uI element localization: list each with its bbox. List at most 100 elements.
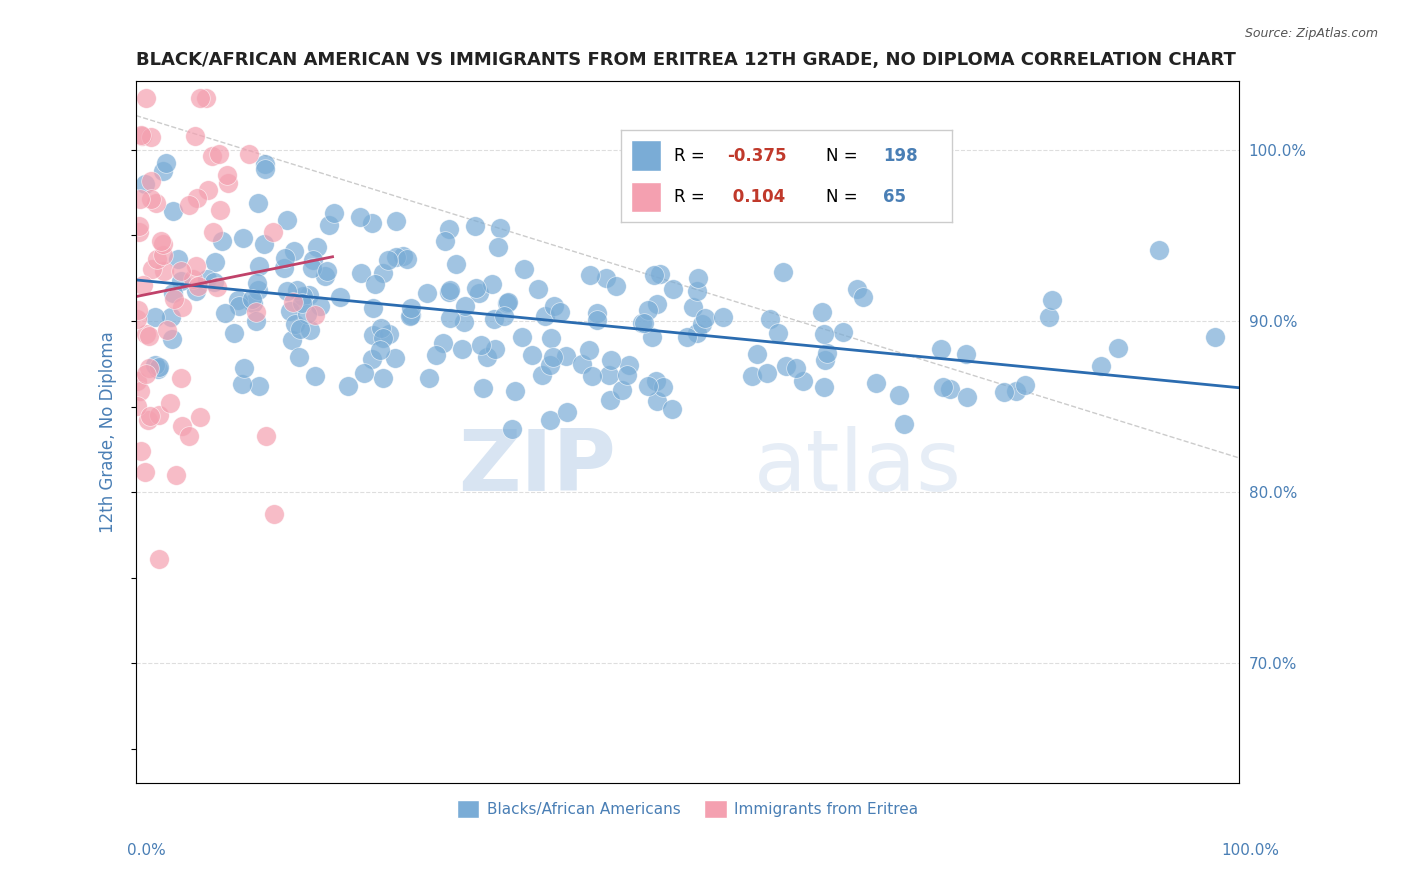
Point bbox=[571, 357, 593, 371]
Point bbox=[637, 303, 659, 318]
Point bbox=[128, 219, 150, 233]
Point bbox=[292, 289, 315, 303]
Point bbox=[1107, 341, 1129, 355]
Point bbox=[484, 342, 506, 356]
Point bbox=[444, 257, 467, 271]
Point bbox=[418, 371, 440, 385]
Point bbox=[1004, 384, 1026, 398]
Point bbox=[160, 332, 183, 346]
Point bbox=[186, 191, 208, 205]
Point bbox=[586, 306, 609, 320]
Point bbox=[399, 308, 422, 322]
Point bbox=[160, 310, 183, 324]
Point bbox=[482, 311, 505, 326]
Point bbox=[686, 284, 709, 298]
Point bbox=[159, 395, 181, 409]
Point bbox=[285, 283, 308, 297]
Point bbox=[865, 376, 887, 391]
Point bbox=[439, 310, 461, 325]
Point bbox=[481, 277, 503, 291]
Point bbox=[135, 326, 157, 341]
Point bbox=[143, 358, 166, 372]
Point bbox=[280, 333, 302, 347]
Point bbox=[322, 206, 344, 220]
Point bbox=[384, 351, 406, 366]
Point bbox=[128, 192, 150, 206]
Legend: Blacks/African Americans, Immigrants from Eritrea: Blacks/African Americans, Immigrants fro… bbox=[450, 794, 925, 824]
Point bbox=[550, 304, 572, 318]
Point bbox=[245, 314, 267, 328]
Point bbox=[813, 380, 835, 394]
Point bbox=[450, 342, 472, 356]
Point bbox=[501, 422, 523, 436]
Text: ZIP: ZIP bbox=[458, 425, 616, 508]
Point bbox=[224, 326, 246, 341]
Point bbox=[540, 331, 562, 345]
Point bbox=[143, 310, 166, 324]
Point bbox=[253, 161, 276, 176]
Point bbox=[662, 282, 685, 296]
Point bbox=[134, 178, 156, 192]
Point bbox=[993, 385, 1015, 400]
Point bbox=[475, 350, 498, 364]
Point bbox=[693, 310, 716, 325]
Point bbox=[247, 379, 270, 393]
Point bbox=[246, 276, 269, 290]
Point bbox=[434, 234, 457, 248]
Point bbox=[586, 313, 609, 327]
Point bbox=[254, 156, 277, 170]
Y-axis label: 12th Grade, No Diploma: 12th Grade, No Diploma bbox=[100, 331, 117, 533]
Point bbox=[755, 366, 778, 380]
Point bbox=[242, 295, 264, 310]
Point bbox=[263, 508, 285, 522]
Point bbox=[534, 309, 557, 323]
Point bbox=[276, 212, 298, 227]
Point bbox=[276, 284, 298, 298]
Point bbox=[146, 362, 169, 376]
Point bbox=[503, 384, 526, 399]
Point bbox=[284, 317, 307, 331]
Point bbox=[238, 146, 260, 161]
Point bbox=[208, 147, 231, 161]
Point bbox=[153, 263, 176, 277]
Point bbox=[1147, 244, 1170, 258]
Text: 100.0%: 100.0% bbox=[1222, 843, 1279, 858]
Point bbox=[453, 299, 475, 313]
Point bbox=[302, 253, 325, 268]
Point bbox=[512, 330, 534, 344]
Text: Source: ZipAtlas.com: Source: ZipAtlas.com bbox=[1244, 27, 1378, 40]
Point bbox=[170, 419, 193, 434]
Point bbox=[295, 307, 318, 321]
Point bbox=[298, 288, 321, 302]
Point bbox=[437, 285, 460, 300]
Point bbox=[152, 236, 174, 251]
Point bbox=[247, 259, 270, 273]
Point bbox=[492, 309, 515, 323]
Point bbox=[766, 326, 789, 340]
Point bbox=[686, 326, 709, 340]
Point bbox=[231, 376, 253, 391]
Point bbox=[520, 348, 543, 362]
Point bbox=[464, 219, 486, 233]
Point bbox=[240, 292, 263, 306]
Point bbox=[304, 308, 326, 322]
Point bbox=[364, 277, 387, 291]
Point bbox=[465, 281, 488, 295]
Point bbox=[785, 361, 807, 376]
Point bbox=[651, 380, 673, 394]
Point bbox=[741, 369, 763, 384]
Point bbox=[432, 336, 454, 351]
Point bbox=[543, 299, 565, 313]
Point bbox=[194, 91, 217, 105]
Point bbox=[439, 283, 461, 297]
Point bbox=[526, 282, 548, 296]
Point bbox=[232, 230, 254, 244]
Point bbox=[127, 303, 149, 318]
Point bbox=[214, 306, 236, 320]
Point bbox=[152, 248, 174, 262]
Point bbox=[162, 203, 184, 218]
Text: atlas: atlas bbox=[754, 425, 962, 508]
Point bbox=[599, 353, 621, 368]
Point bbox=[1040, 293, 1063, 307]
Point bbox=[163, 293, 186, 307]
